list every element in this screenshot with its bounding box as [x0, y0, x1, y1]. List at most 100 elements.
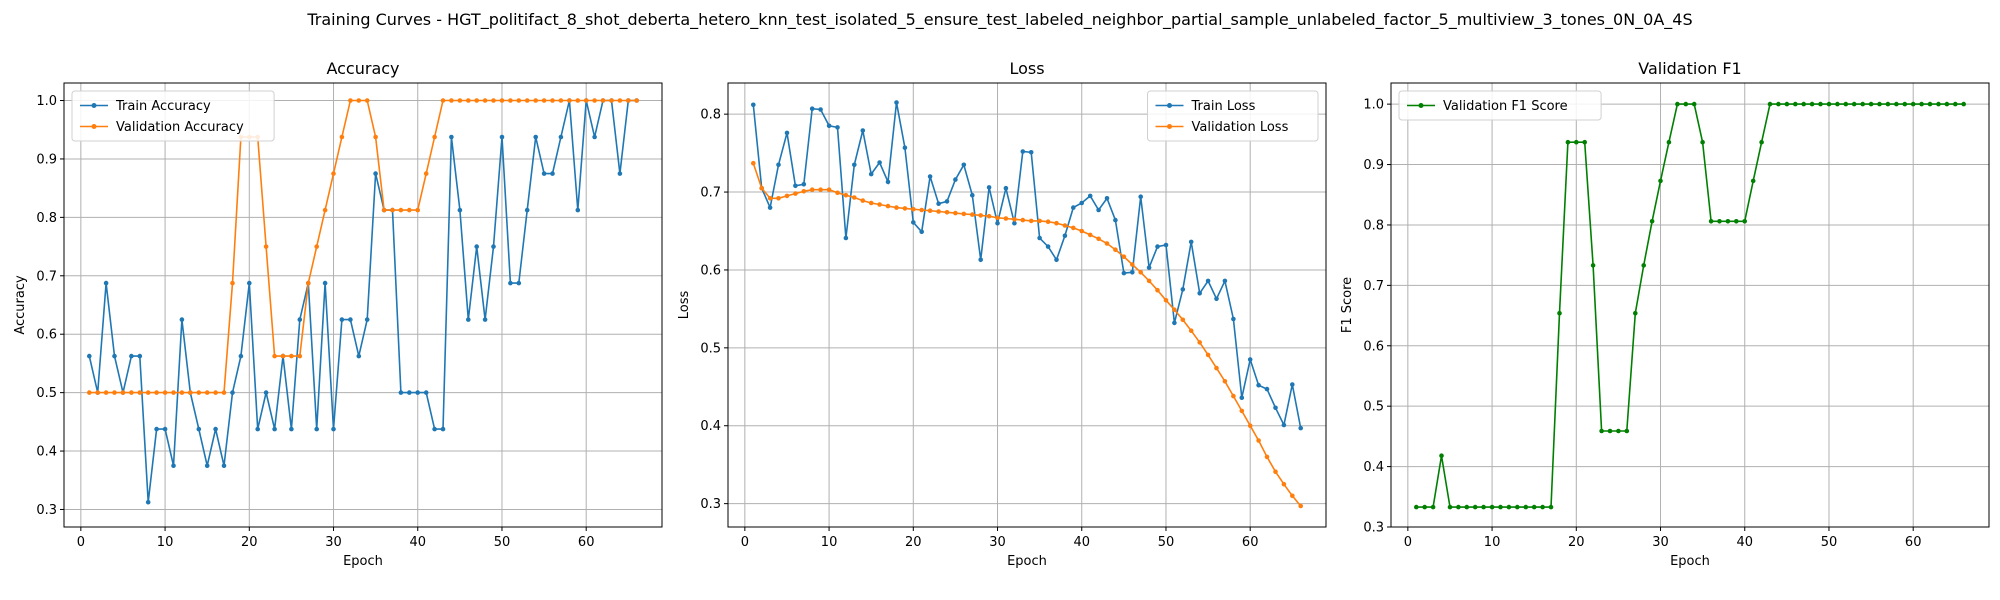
data-point [1146, 278, 1152, 284]
data-point [1045, 219, 1051, 224]
data-point [1121, 270, 1127, 276]
data-point [1214, 365, 1219, 371]
data-point [617, 171, 623, 176]
data-point [129, 353, 134, 359]
data-point [1582, 139, 1587, 145]
data-point [348, 98, 353, 103]
legend-swatch-marker [1167, 103, 1172, 108]
data-point [1464, 504, 1470, 510]
data-point [524, 207, 530, 213]
data-point [1087, 193, 1093, 199]
data-point [936, 209, 941, 214]
x-tick-label: 10 [821, 535, 838, 550]
data-point [961, 162, 967, 168]
data-point [1742, 219, 1747, 224]
data-point [137, 390, 143, 395]
data-point [1188, 239, 1194, 245]
data-point [776, 196, 781, 201]
data-point [407, 390, 412, 395]
data-point [204, 390, 210, 395]
data-point [1666, 139, 1672, 145]
data-point [809, 187, 815, 192]
data-point [466, 98, 471, 103]
data-point [1037, 235, 1042, 241]
data-point [1818, 101, 1823, 107]
data-point [1205, 278, 1211, 284]
data-point [860, 128, 866, 133]
data-point [1239, 408, 1245, 414]
data-point [306, 280, 311, 286]
data-point [1155, 287, 1160, 293]
data-point [1028, 218, 1034, 224]
x-tick-label: 0 [741, 535, 749, 550]
data-point [784, 193, 790, 199]
data-point [339, 317, 345, 322]
data-point [129, 390, 134, 395]
data-point [801, 189, 807, 194]
data-point [1683, 101, 1689, 107]
series-line-2 [752, 162, 1302, 507]
data-point [1264, 386, 1270, 392]
x-tick-label: 30 [1652, 535, 1669, 550]
data-point [381, 207, 387, 213]
data-point [1835, 101, 1840, 107]
data-point [541, 98, 547, 103]
data-point [609, 98, 614, 103]
data-point [575, 98, 581, 103]
x-tick-label: 40 [1736, 535, 1753, 550]
series-line-1 [88, 99, 637, 503]
data-point [1180, 287, 1186, 292]
data-point [1138, 194, 1143, 199]
data-point [1256, 438, 1261, 443]
data-point [751, 160, 756, 166]
data-point [322, 280, 328, 286]
x-tick-label: 40 [1073, 535, 1090, 550]
y-tick-label: 0.3 [700, 497, 721, 512]
data-point [567, 98, 572, 103]
data-point [1231, 393, 1236, 399]
data-point [398, 390, 404, 395]
data-point [1936, 101, 1941, 107]
data-point [103, 280, 109, 286]
data-point [995, 215, 1000, 221]
data-point [759, 185, 764, 191]
x-tick-label: 20 [1568, 535, 1585, 550]
data-point [919, 207, 924, 213]
data-point [1481, 504, 1486, 510]
data-point [868, 200, 874, 206]
y-tick-label: 0.3 [36, 503, 57, 518]
legend: Train Loss Validation Loss [1147, 90, 1319, 142]
data-point [978, 257, 983, 263]
y-tick-label: 0.8 [700, 108, 721, 123]
data-point [1222, 379, 1228, 384]
data-point [171, 463, 176, 469]
data-point [1172, 307, 1177, 313]
data-point [1146, 265, 1152, 270]
data-point [112, 353, 117, 359]
axes-frame [63, 82, 663, 528]
data-point [508, 280, 513, 286]
y-tick-label: 0.7 [36, 269, 57, 284]
data-point [1281, 422, 1287, 428]
data-point [978, 213, 983, 218]
x-tick-label: 60 [578, 535, 595, 550]
data-point [457, 98, 463, 103]
data-point [238, 353, 244, 359]
data-point [221, 390, 227, 395]
legend-entry: Validation Loss [1192, 120, 1289, 135]
data-point [474, 98, 480, 103]
data-point [364, 98, 370, 103]
data-point [835, 125, 840, 130]
data-point [1523, 504, 1529, 510]
data-point [297, 317, 303, 322]
data-point [583, 98, 589, 103]
data-point [1096, 207, 1101, 213]
data-point [801, 182, 807, 187]
data-point [1012, 220, 1017, 226]
y-tick-label: 0.8 [36, 211, 57, 226]
data-point [171, 390, 176, 395]
data-point [289, 426, 294, 432]
data-point [784, 130, 790, 136]
y-tick-label: 0.4 [1363, 460, 1384, 475]
